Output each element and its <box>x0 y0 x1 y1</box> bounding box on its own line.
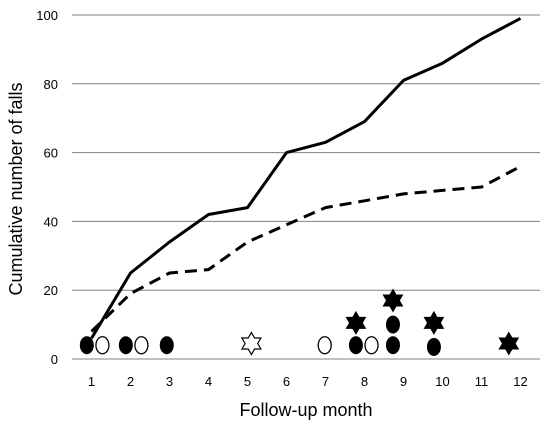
x-tick-label: 4 <box>205 374 212 389</box>
x-tick-label: 12 <box>513 374 527 389</box>
y-tick-label: 100 <box>36 8 58 23</box>
x-tick-label: 11 <box>475 374 489 389</box>
filled-circle-marker <box>348 336 363 355</box>
x-tick-label: 2 <box>127 374 134 389</box>
y-tick-label: 60 <box>44 146 58 161</box>
open-circle-marker <box>364 336 379 355</box>
x-tick-label: 9 <box>400 374 407 389</box>
x-tick-label: 8 <box>361 374 368 389</box>
grid-lines <box>72 14 540 291</box>
open-circle-marker <box>317 336 332 355</box>
x-axis-title: Follow-up month <box>239 400 372 420</box>
series-lines <box>90 17 522 340</box>
filled-circle-marker <box>79 336 94 355</box>
filled-circle-marker <box>426 337 441 356</box>
y-tick-label: 0 <box>51 352 58 367</box>
x-tick-labels: 1 2 3 4 5 6 7 8 9 10 11 12 <box>88 374 528 389</box>
filled-circle-marker <box>159 336 174 355</box>
y-axis-title: Cumulative number of falls <box>6 82 26 295</box>
y-tick-label: 80 <box>44 77 58 92</box>
y-tick-label: 40 <box>44 214 58 229</box>
x-tick-label: 5 <box>244 374 251 389</box>
x-tick-label: 3 <box>166 374 173 389</box>
filled-star-marker <box>423 310 445 335</box>
x-tick-label: 10 <box>435 374 449 389</box>
filled-star-marker <box>382 288 404 313</box>
filled-star-marker <box>498 331 520 356</box>
filled-star-marker <box>345 310 367 335</box>
open-star-marker <box>240 331 262 356</box>
event-markers <box>79 288 520 356</box>
open-circle-marker <box>134 336 149 355</box>
filled-circle-marker <box>385 336 400 355</box>
open-circle-marker <box>95 336 110 355</box>
series-line-dashed <box>90 165 522 333</box>
filled-circle-marker <box>118 336 133 355</box>
x-tick-label: 7 <box>322 374 329 389</box>
x-tick-label: 1 <box>88 374 95 389</box>
x-tick-label: 6 <box>283 374 290 389</box>
y-tick-label: 20 <box>44 283 58 298</box>
filled-circle-marker <box>385 315 400 334</box>
y-tick-labels: 0 20 40 60 80 100 <box>36 8 58 367</box>
series-line-solid <box>90 17 522 340</box>
